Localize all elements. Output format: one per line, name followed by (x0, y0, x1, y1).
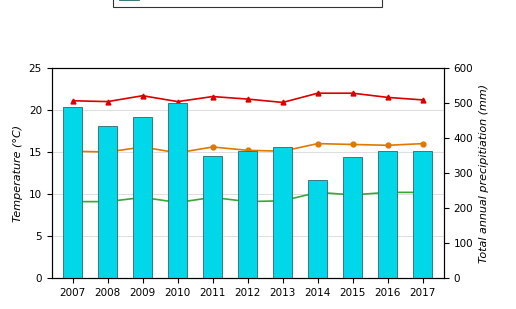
Legend: Total P, Tmax, Tmed, Tmin: Total P, Tmax, Tmed, Tmin (113, 0, 382, 7)
Y-axis label: Total annual precipitiation (mm): Total annual precipitiation (mm) (479, 83, 489, 263)
Bar (273, 147, 293, 278)
Bar (203, 155, 222, 278)
Bar (98, 126, 117, 278)
Bar (63, 107, 82, 278)
Bar (168, 103, 187, 278)
Bar (413, 151, 432, 278)
Y-axis label: Temperature (°C): Temperature (°C) (13, 125, 23, 222)
Bar (133, 117, 152, 278)
Bar (308, 180, 327, 278)
Bar (238, 151, 257, 278)
Bar (343, 157, 362, 278)
Bar (378, 151, 397, 278)
